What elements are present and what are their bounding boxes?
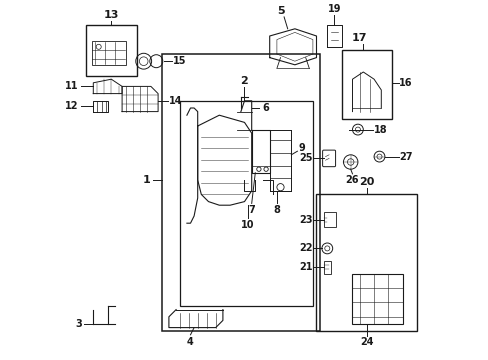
- Text: 4: 4: [187, 337, 193, 347]
- Text: 26: 26: [345, 175, 359, 185]
- Bar: [316, 194, 416, 331]
- Text: 15: 15: [172, 56, 185, 66]
- Text: 25: 25: [299, 153, 312, 163]
- Text: 24: 24: [360, 337, 373, 347]
- Bar: [162, 54, 320, 331]
- Text: 23: 23: [299, 215, 312, 225]
- Bar: [179, 101, 312, 306]
- Text: 19: 19: [327, 4, 341, 14]
- Text: 22: 22: [299, 243, 312, 253]
- Text: 17: 17: [351, 33, 366, 43]
- Text: 13: 13: [103, 10, 119, 20]
- Bar: [91, 41, 125, 65]
- Bar: [86, 25, 136, 76]
- Text: 16: 16: [399, 78, 412, 88]
- Bar: [323, 261, 330, 274]
- Text: 14: 14: [168, 96, 182, 106]
- Bar: [323, 212, 336, 227]
- Text: 11: 11: [65, 81, 79, 91]
- Text: 8: 8: [273, 205, 280, 215]
- Text: 6: 6: [262, 103, 269, 113]
- Text: 18: 18: [373, 125, 387, 135]
- Text: 10: 10: [241, 220, 254, 230]
- Text: 5: 5: [276, 6, 284, 16]
- Text: 12: 12: [65, 101, 79, 111]
- Text: 20: 20: [359, 177, 374, 187]
- Bar: [341, 50, 391, 119]
- Text: 2: 2: [240, 76, 248, 86]
- Text: 27: 27: [399, 152, 412, 162]
- Text: 9: 9: [298, 143, 305, 153]
- Text: 3: 3: [76, 319, 82, 329]
- Text: 21: 21: [299, 262, 312, 272]
- Text: 1: 1: [143, 175, 151, 185]
- Bar: [352, 274, 402, 324]
- Text: 7: 7: [248, 205, 255, 215]
